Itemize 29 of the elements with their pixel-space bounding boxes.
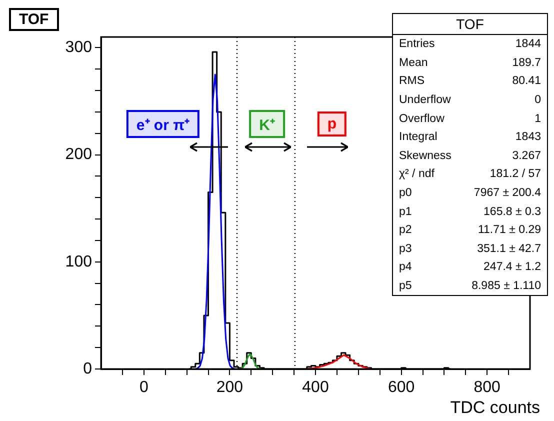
chart-title: TOF: [9, 8, 59, 31]
text: p5 8.985 ± 1.110: [399, 280, 541, 292]
x-axis-title: TDC counts: [450, 398, 540, 418]
x-tick-label: 400: [302, 379, 329, 396]
text: p2 11.71 ± 0.29: [399, 224, 541, 236]
x-tick-label: 200: [216, 379, 244, 396]
text: p1 165.8 ± 0.3: [399, 206, 541, 218]
text: Skewness 3.267: [399, 150, 541, 162]
text: Overflow 1: [399, 112, 541, 125]
text: p0 7967 ± 200.4: [399, 187, 541, 200]
text: Mean 189.7: [399, 56, 541, 69]
y-tick-label: 200: [65, 146, 92, 164]
text: TOF: [393, 14, 547, 35]
y-tick-label: 0: [83, 360, 92, 378]
text: χ² / ndf 181.2 / 57: [399, 168, 541, 180]
text: Entries 1844: [399, 38, 541, 50]
annotation: p: [317, 112, 347, 136]
x-tick-label: 0: [139, 379, 148, 396]
x-tick-label: 800: [474, 379, 501, 396]
annotation: e⁺ or π⁺: [126, 110, 200, 138]
text: Integral 1843: [399, 131, 541, 144]
x-tick-label: 600: [388, 379, 415, 396]
text: p4 247.4 ± 1.2: [399, 261, 541, 274]
text: p3 351.1 ± 42.7: [399, 242, 541, 255]
y-tick-label: 300: [65, 39, 92, 56]
text: RMS 80.41: [399, 75, 541, 88]
y-tick-label: 100: [65, 253, 92, 270]
text: Underflow 0: [399, 94, 541, 106]
annotation: K⁺: [249, 110, 285, 138]
